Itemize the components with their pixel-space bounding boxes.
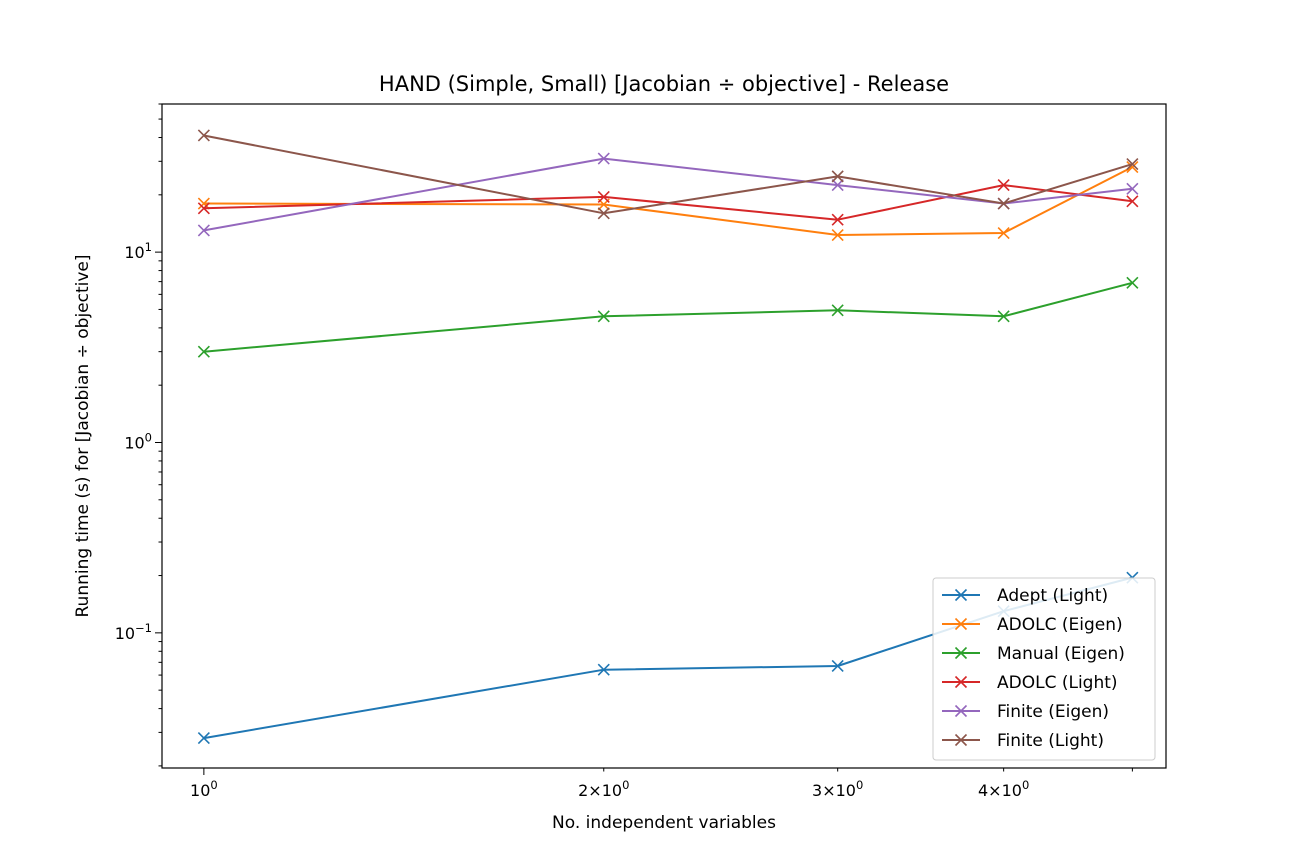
data-point-marker	[831, 170, 844, 183]
legend-swatch-marker	[954, 675, 968, 689]
legend-label: ADOLC (Light)	[997, 673, 1118, 693]
legend-swatch-marker	[954, 617, 968, 631]
data-point-marker	[1126, 276, 1139, 289]
x-tick-label: 100	[190, 778, 218, 800]
data-point-marker	[831, 213, 844, 226]
data-point-marker	[997, 179, 1010, 192]
series-line	[203, 134, 1133, 215]
data-point-marker	[831, 304, 844, 317]
data-point-marker	[197, 224, 210, 237]
y-tick-label: 101	[124, 240, 152, 262]
data-point-marker	[997, 226, 1010, 240]
legend-label: Manual (Eigen)	[997, 644, 1125, 664]
data-point-marker	[597, 207, 610, 220]
series-line	[203, 281, 1133, 353]
data-point-marker	[597, 310, 610, 323]
legend: Adept (Light) ADOLC (Eigen) Manual (Eigen)…	[932, 577, 1156, 761]
x-tick-label: 4×100	[978, 778, 1029, 800]
data-point-marker	[197, 732, 210, 745]
data-point-marker	[597, 190, 610, 203]
legend-swatch-marker	[954, 704, 968, 718]
x-axis-title: No. independent variables	[552, 813, 776, 833]
data-point-marker	[597, 663, 610, 676]
data-point-marker	[1126, 160, 1139, 174]
series-line	[203, 157, 1133, 232]
y-axis-title: Running time (s) for [Jacobian ÷ objecti…	[73, 254, 93, 617]
plot-area: 10−1 100 101 100 2×100 3×100 4×100	[115, 103, 1167, 800]
legend-swatch-marker	[954, 733, 968, 747]
legend-swatch-marker	[954, 646, 968, 660]
data-point-marker	[997, 197, 1010, 210]
x-tick-label: 3×100	[812, 778, 863, 800]
x-tick-label: 2×100	[578, 778, 629, 800]
data-point-marker	[1126, 182, 1139, 195]
y-tick-label: 10−1	[115, 621, 152, 643]
legend-label: Finite (Light)	[997, 731, 1104, 751]
y-tick-label: 100	[124, 430, 152, 452]
data-point-marker	[597, 152, 610, 165]
data-point-marker	[831, 228, 844, 242]
data-point-marker	[997, 310, 1010, 323]
legend-label: Adept (Light)	[997, 586, 1108, 606]
legend-swatch-marker	[954, 588, 968, 602]
data-point-marker	[197, 129, 210, 142]
data-point-marker	[197, 345, 210, 358]
chart-title: HAND (Simple, Small) [Jacobian ÷ objecti…	[379, 72, 949, 96]
legend-box	[932, 577, 1156, 761]
data-point-marker	[831, 179, 844, 192]
legend-label: Finite (Eigen)	[997, 702, 1109, 722]
axes-frame	[161, 103, 1167, 769]
data-point-marker	[197, 202, 210, 215]
data-point-marker	[831, 659, 844, 673]
data-point-marker	[1126, 158, 1139, 171]
legend-label: ADOLC (Eigen)	[997, 615, 1123, 635]
data-point-marker	[1126, 195, 1139, 208]
